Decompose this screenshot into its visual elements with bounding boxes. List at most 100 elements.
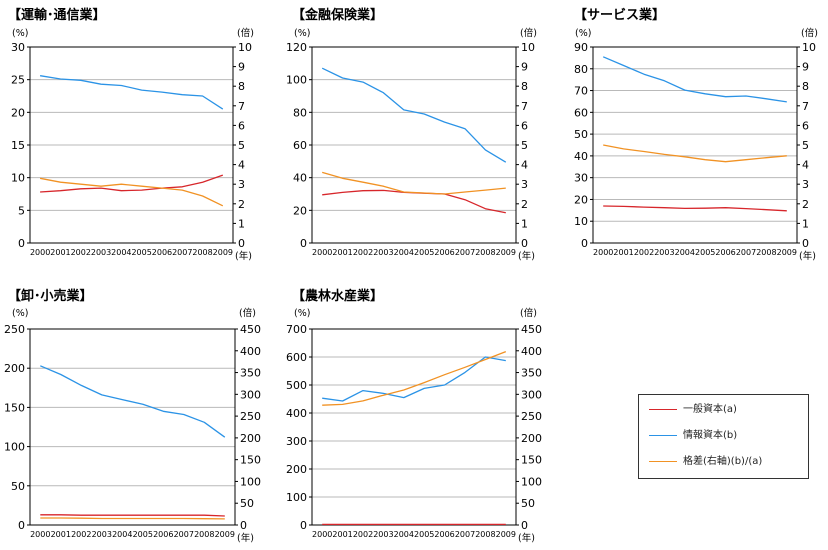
x-tick-label: 2001: [332, 530, 352, 539]
right-tick-label: 7: [802, 100, 809, 113]
right-tick-label: 150: [240, 454, 261, 467]
left-tick-label: 20: [11, 106, 25, 119]
x-tick-label: 2006: [153, 530, 173, 539]
right-tick-label: 50: [240, 497, 254, 510]
series-line-general: [322, 189, 506, 214]
x-tick-label: 2000: [312, 530, 332, 539]
right-tick-label: 250: [240, 410, 261, 423]
right-axis-unit: (倍): [520, 307, 537, 319]
left-tick-label: 20: [293, 204, 307, 217]
right-tick-label: 8: [521, 80, 528, 93]
right-axis-unit: (倍): [520, 27, 537, 39]
left-axis-unit: (%): [12, 28, 28, 39]
x-tick-label: 2000: [312, 248, 332, 257]
chart-title: 【サービス業】: [574, 7, 665, 23]
left-tick-label: 40: [293, 172, 307, 185]
left-tick-label: 10: [11, 172, 25, 185]
x-tick-label: 2002: [353, 530, 373, 539]
right-tick-label: 8: [238, 80, 245, 93]
right-tick-label: 2: [802, 198, 809, 211]
left-tick-label: 120: [286, 41, 307, 54]
left-tick-label: 400: [286, 407, 307, 420]
x-axis-unit: (年): [518, 532, 535, 544]
series-line-general: [40, 174, 224, 193]
right-tick-label: 5: [802, 139, 809, 152]
legend-label-general: 一般資本(a): [683, 404, 737, 415]
x-tick-label: 2004: [394, 530, 414, 539]
left-tick-label: 100: [286, 74, 307, 87]
left-tick-label: 700: [286, 323, 307, 336]
left-tick-label: 600: [286, 351, 307, 364]
x-tick-label: 2007: [455, 530, 475, 539]
right-tick-label: 300: [521, 388, 542, 401]
right-tick-label: 3: [802, 178, 809, 191]
x-tick-label: 2001: [332, 248, 352, 257]
left-tick-label: 0: [300, 237, 307, 250]
right-tick-label: 1: [238, 217, 245, 230]
chart-title: 【運輸･通信業】: [8, 7, 106, 23]
legend-item-gap: 格差(右軸)(b)/(a): [639, 454, 808, 470]
right-tick-label: 6: [521, 119, 528, 132]
x-tick-label: 2002: [634, 248, 654, 257]
right-tick-label: 100: [240, 475, 261, 488]
right-tick-label: 4: [238, 159, 245, 172]
left-tick-label: 0: [18, 519, 25, 532]
left-axis-unit: (%): [575, 28, 591, 39]
x-tick-label: 2004: [675, 248, 695, 257]
x-axis-unit: (年): [799, 250, 816, 262]
left-tick-label: 70: [574, 85, 588, 98]
plot-frame: [29, 328, 236, 526]
right-tick-label: 1: [802, 217, 809, 230]
x-tick-label: 2005: [414, 530, 434, 539]
series-line-info: [322, 356, 506, 402]
x-tick-label: 2000: [30, 248, 50, 257]
series-line-general: [40, 514, 225, 517]
left-tick-label: 80: [574, 63, 588, 76]
x-tick-label: 2007: [174, 530, 194, 539]
right-tick-label: 10: [802, 41, 816, 54]
right-tick-label: 10: [238, 41, 252, 54]
right-tick-label: 7: [521, 100, 528, 113]
x-axis-unit: (年): [518, 250, 535, 262]
legend-swatch-gap: [649, 461, 677, 462]
x-tick-label: 2002: [71, 248, 91, 257]
left-tick-label: 25: [11, 74, 25, 87]
left-tick-label: 30: [574, 172, 588, 185]
left-tick-label: 20: [574, 193, 588, 206]
right-tick-label: 150: [521, 454, 542, 467]
right-axis-unit: (倍): [239, 307, 256, 319]
left-tick-label: 150: [4, 401, 25, 414]
chart-title: 【卸･小売業】: [8, 288, 93, 304]
left-tick-label: 40: [574, 150, 588, 163]
x-tick-label: 2006: [434, 530, 454, 539]
plot-frame: [29, 46, 234, 244]
right-tick-label: 3: [521, 178, 528, 191]
right-tick-label: 9: [521, 61, 528, 74]
right-tick-label: 450: [240, 323, 261, 336]
right-tick-label: 6: [238, 119, 245, 132]
left-axis-unit: (%): [12, 308, 28, 319]
right-tick-label: 400: [521, 345, 542, 358]
x-tick-label: 2008: [475, 248, 495, 257]
x-tick-label: 2007: [455, 248, 475, 257]
right-tick-label: 200: [521, 432, 542, 445]
left-tick-label: 0: [581, 237, 588, 250]
right-tick-label: 4: [802, 159, 809, 172]
left-tick-label: 5: [18, 204, 25, 217]
left-tick-label: 100: [286, 491, 307, 504]
left-axis-unit: (%): [294, 28, 310, 39]
legend-swatch-info: [649, 435, 677, 436]
x-tick-label: 2004: [112, 530, 132, 539]
right-tick-label: 300: [240, 388, 261, 401]
x-tick-label: 2001: [613, 248, 633, 257]
legend-item-info: 情報資本(b): [639, 428, 808, 444]
left-axis-unit: (%): [294, 308, 310, 319]
right-tick-label: 8: [802, 80, 809, 93]
x-tick-label: 2000: [30, 530, 50, 539]
x-axis-unit: (年): [235, 250, 252, 262]
x-tick-label: 2007: [736, 248, 756, 257]
x-tick-label: 2005: [414, 248, 434, 257]
series-line-gap: [40, 517, 225, 520]
plot-frame: [592, 46, 798, 244]
legend-swatch-general: [649, 409, 677, 410]
